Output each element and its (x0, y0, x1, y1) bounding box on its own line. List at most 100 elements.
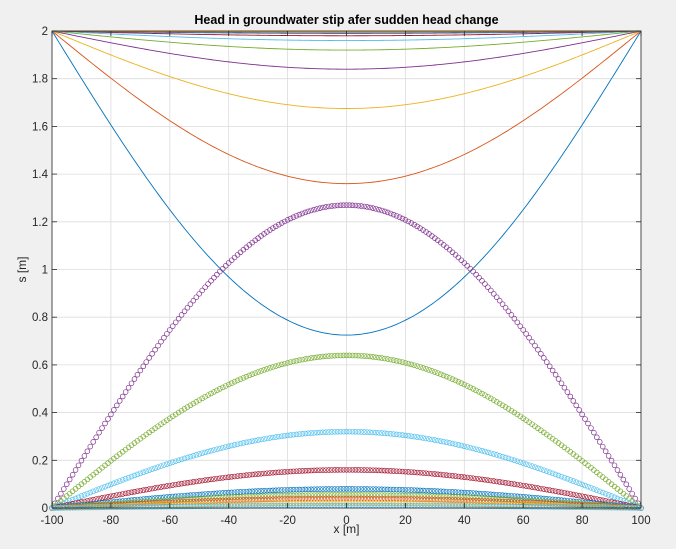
data-point (205, 491, 211, 497)
data-point (320, 353, 326, 360)
data-point (202, 503, 208, 510)
data-point (482, 448, 488, 455)
data-point (196, 397, 203, 403)
data-point (541, 355, 547, 361)
data-point (461, 381, 468, 388)
data-point (140, 469, 147, 476)
data-point (317, 429, 323, 436)
data-point (452, 503, 459, 509)
data-point (137, 470, 144, 477)
data-point (384, 486, 391, 493)
data-point (437, 438, 444, 444)
data-point (311, 467, 317, 474)
data-point (364, 204, 370, 210)
data-point (614, 467, 621, 473)
data-point (111, 407, 117, 413)
data-point (258, 488, 264, 494)
data-point (555, 376, 562, 382)
data-point (202, 477, 208, 483)
data-point (443, 439, 450, 446)
data-point (237, 497, 244, 503)
data-point (299, 492, 306, 498)
data-point (437, 471, 444, 478)
data-point (517, 323, 523, 329)
data-point (202, 498, 208, 504)
data-point (426, 487, 432, 494)
data-point (66, 476, 73, 483)
data-point (420, 496, 426, 502)
data-point (220, 475, 226, 481)
data-point (555, 472, 562, 479)
data-point (561, 384, 568, 391)
x-tick-label: -40 (220, 515, 237, 527)
data-point (555, 489, 562, 495)
data-point (346, 352, 353, 359)
data-point (585, 494, 591, 501)
data-point (314, 486, 320, 492)
data-point (134, 488, 141, 494)
data-point (249, 496, 256, 503)
data-point (170, 499, 176, 506)
data-point (323, 353, 329, 360)
data-point (361, 486, 367, 492)
data-point (202, 449, 208, 456)
data-point (493, 294, 500, 300)
data-point (152, 485, 158, 491)
data-point (287, 215, 294, 222)
data-point (296, 357, 303, 363)
data-point (87, 504, 94, 511)
data-point (405, 487, 412, 493)
data-point (211, 503, 217, 509)
data-point (567, 393, 574, 400)
data-point (143, 498, 149, 505)
data-point (417, 225, 423, 231)
data-point (267, 227, 273, 233)
data-point (240, 494, 247, 500)
data-point (387, 492, 394, 498)
data-point (440, 496, 447, 503)
data-point (382, 492, 388, 498)
data-point (467, 497, 473, 504)
data-point (231, 503, 238, 509)
data-point (208, 498, 214, 504)
data-point (323, 486, 329, 492)
data-point (535, 504, 541, 510)
data-point (237, 494, 244, 500)
data-point (432, 496, 438, 503)
data-point (261, 493, 267, 499)
data-point (440, 488, 447, 495)
data-point (302, 356, 309, 362)
data-point (111, 504, 117, 510)
data-point (99, 485, 105, 491)
data-point (308, 492, 314, 498)
data-point (411, 469, 417, 476)
data-point (461, 443, 468, 450)
data-point (361, 429, 367, 435)
data-point (602, 448, 609, 454)
line-series-5 (51, 30, 642, 51)
data-point (172, 319, 179, 326)
data-point (443, 472, 450, 478)
data-point (479, 501, 485, 508)
data-point (361, 353, 367, 359)
data-point (178, 503, 185, 510)
data-point (311, 486, 317, 492)
data-point (379, 430, 385, 436)
data-point (69, 496, 76, 503)
data-point (370, 354, 376, 360)
data-point (349, 428, 356, 435)
data-point (370, 492, 376, 498)
marker-series-2 (49, 352, 644, 511)
data-point (499, 502, 506, 508)
data-point (364, 429, 370, 435)
data-point (355, 467, 362, 473)
data-point (605, 504, 612, 511)
data-point (491, 451, 497, 457)
data-point (302, 209, 309, 216)
data-point (476, 501, 482, 508)
data-point (546, 363, 553, 370)
data-point (470, 495, 476, 501)
data-point (358, 203, 364, 209)
data-point (479, 448, 485, 454)
data-point (81, 504, 88, 511)
